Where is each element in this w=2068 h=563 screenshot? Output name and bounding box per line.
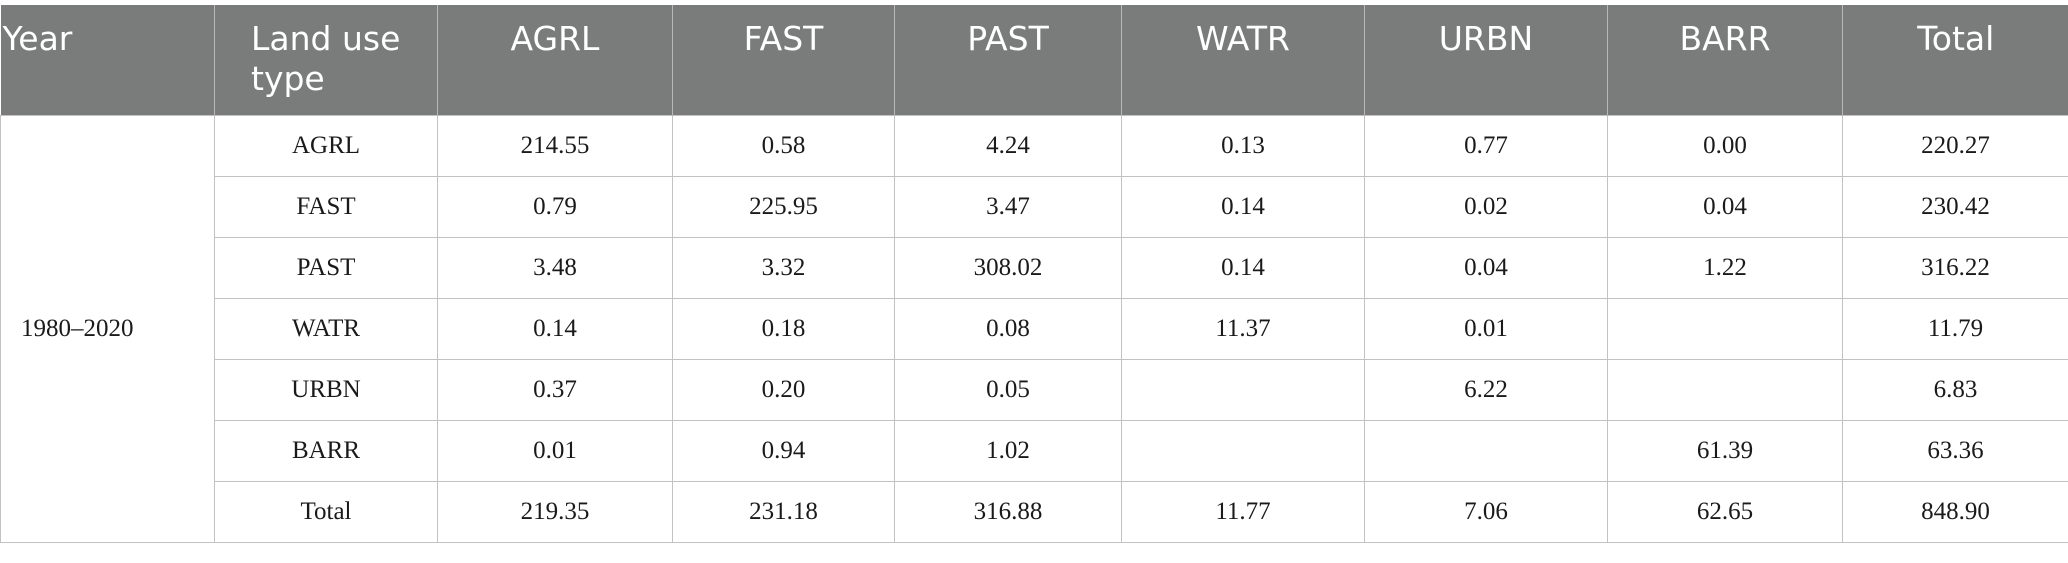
row-label: AGRL [214, 114, 438, 177]
table-row: FAST 0.79 225.95 3.47 0.14 0.02 0.04 230.42 [1, 175, 2068, 238]
table-cell: 0.94 [672, 419, 895, 482]
land-use-transition-table: Year Land use type AGRL FAST PAST WATR U… [0, 5, 2068, 543]
table-row: URBN 0.37 0.20 0.05 6.22 6.83 [1, 358, 2068, 421]
table-cell: 219.35 [437, 480, 673, 543]
table-cell: 0.20 [672, 358, 895, 421]
table-cell: 214.55 [437, 114, 673, 177]
table-body: 1980–2020 AGRL 214.55 0.58 4.24 0.13 0.77 0.00 2… [0, 114, 2068, 543]
table-row: Total 219.35 231.18 316.88 11.77 7.06 62.65 848… [1, 480, 2068, 543]
table-cell [1121, 358, 1365, 421]
table-cell: 6.22 [1364, 358, 1608, 421]
table-cell: 308.02 [894, 236, 1122, 299]
table-cell: 3.47 [894, 175, 1122, 238]
table-cell: 7.06 [1364, 480, 1608, 543]
table-row: BARR 0.01 0.94 1.02 61.39 63.36 [1, 419, 2068, 482]
table-cell: 3.48 [437, 236, 673, 299]
table-cell: 11.79 [1842, 297, 2068, 360]
table-cell: 0.00 [1607, 114, 1843, 177]
table-cell [1607, 297, 1843, 360]
table-cell: 63.36 [1842, 419, 2068, 482]
header-barr: BARR [1607, 5, 1843, 115]
table-row: 1980–2020 AGRL 214.55 0.58 4.24 0.13 0.77 0.00 2… [0, 114, 2068, 543]
table-cell: 0.14 [1121, 236, 1365, 299]
table-cell: 0.05 [894, 358, 1122, 421]
row-label: Total [214, 480, 438, 543]
table-cell: 848.90 [1842, 480, 2068, 543]
table-cell: 0.08 [894, 297, 1122, 360]
table-cell: 62.65 [1607, 480, 1843, 543]
row-label: FAST [214, 175, 438, 238]
table-cell: 61.39 [1607, 419, 1843, 482]
table-row: WATR 0.14 0.18 0.08 11.37 0.01 11.79 [1, 297, 2068, 360]
table-cell: 6.83 [1842, 358, 2068, 421]
period-cell: 1980–2020 [0, 114, 215, 543]
table-cell: 0.14 [1121, 175, 1365, 238]
header-urbn: URBN [1364, 5, 1608, 115]
header-agrl: AGRL [437, 5, 673, 115]
row-label: URBN [214, 358, 438, 421]
header-land-use-type: Land use type [214, 5, 438, 115]
table-cell: 225.95 [672, 175, 895, 238]
header-watr: WATR [1121, 5, 1365, 115]
table-cell: 0.18 [672, 297, 895, 360]
table-cell: 0.13 [1121, 114, 1365, 177]
table-cell: 0.01 [1364, 297, 1608, 360]
table-cell: 3.32 [672, 236, 895, 299]
table-cell: 4.24 [894, 114, 1122, 177]
table-cell: 0.79 [437, 175, 673, 238]
table-cell: 11.77 [1121, 480, 1365, 543]
table-cell: 0.14 [437, 297, 673, 360]
table-cell: 1.02 [894, 419, 1122, 482]
row-label: PAST [214, 236, 438, 299]
table-cell: 0.58 [672, 114, 895, 177]
header-total: Total [1842, 5, 2068, 115]
table-cell: 316.88 [894, 480, 1122, 543]
table-row: PAST 3.48 3.32 308.02 0.14 0.04 1.22 316.22 [1, 236, 2068, 299]
table-cell: 0.77 [1364, 114, 1608, 177]
row-label: BARR [214, 419, 438, 482]
table-cell: 316.22 [1842, 236, 2068, 299]
header-past: PAST [894, 5, 1122, 115]
table-cell: 0.04 [1364, 236, 1608, 299]
table-cell: 0.02 [1364, 175, 1608, 238]
table-cell: 1.22 [1607, 236, 1843, 299]
table-cell [1364, 419, 1608, 482]
header-fast: FAST [672, 5, 895, 115]
table-cell [1607, 358, 1843, 421]
table-header-row: Year Land use type AGRL FAST PAST WATR U… [0, 5, 2068, 115]
table-cell: 220.27 [1842, 114, 2068, 177]
table-cell: 230.42 [1842, 175, 2068, 238]
table-cell: 231.18 [672, 480, 895, 543]
header-year: Year [0, 5, 215, 115]
table-cell: 0.04 [1607, 175, 1843, 238]
table-cell: 0.37 [437, 358, 673, 421]
table-cell: 11.37 [1121, 297, 1365, 360]
table-cell: 0.01 [437, 419, 673, 482]
row-label: WATR [214, 297, 438, 360]
table-cell [1121, 419, 1365, 482]
